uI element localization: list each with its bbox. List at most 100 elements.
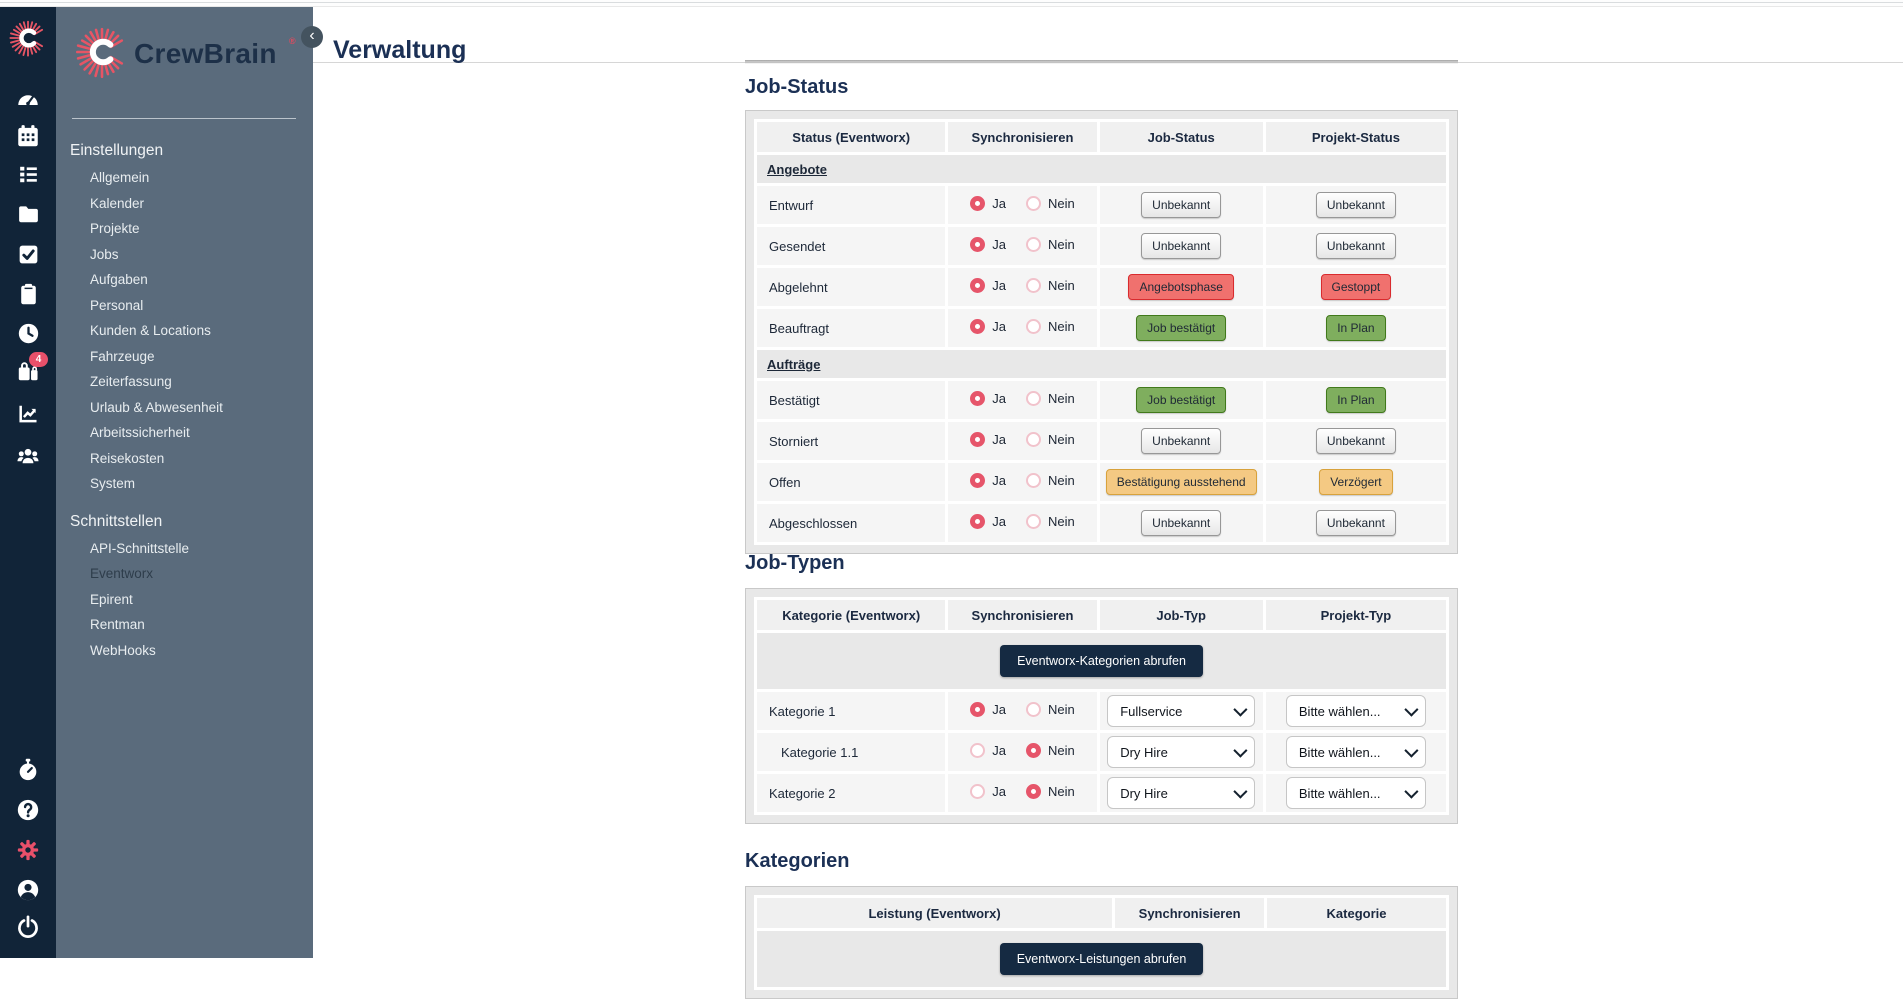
- chevron-down-icon: [1404, 743, 1419, 758]
- sync-radio-nein[interactable]: Nein: [1025, 237, 1075, 252]
- sync-radio-nein[interactable]: Nein: [1025, 196, 1075, 211]
- sync-radio-nein[interactable]: Nein: [1025, 473, 1075, 488]
- projekt-typ-select[interactable]: Bitte wählen...: [1285, 695, 1426, 727]
- sidebar-item-system[interactable]: System: [90, 476, 136, 491]
- sidebar-item-zeiterfassung[interactable]: Zeiterfassung: [90, 374, 172, 389]
- job-status-badge[interactable]: Unbekannt: [1141, 233, 1222, 259]
- sync-radio-ja[interactable]: Ja: [970, 278, 1006, 293]
- sidebar-item-arbeitssicherheit[interactable]: Arbeitssicherheit: [90, 425, 190, 440]
- sync-radio-ja[interactable]: Ja: [970, 702, 1006, 717]
- radio-dot: [970, 514, 986, 529]
- job-typ-select[interactable]: Dry Hire: [1107, 777, 1256, 809]
- status-label: Bestätigt: [757, 381, 946, 419]
- sync-radio-nein[interactable]: Nein: [1025, 432, 1075, 447]
- job-status-badge[interactable]: Job bestätigt: [1136, 387, 1227, 413]
- projekt-typ-select[interactable]: Bitte wählen...: [1285, 736, 1426, 768]
- dashboard-icon[interactable]: [0, 86, 56, 112]
- projekt-status-badge[interactable]: Unbekannt: [1315, 192, 1396, 218]
- job-status-badge[interactable]: Angebotsphase: [1128, 274, 1234, 300]
- fetch-eventworx-button[interactable]: Eventworx-Leistungen abrufen: [999, 943, 1204, 975]
- table-row: Aufträge: [757, 350, 1446, 378]
- sync-radio-ja[interactable]: Ja: [970, 473, 1006, 488]
- radio-label: Nein: [1047, 702, 1075, 717]
- projekt-status-cell: Unbekannt: [1265, 227, 1446, 265]
- sync-radio-ja[interactable]: Ja: [970, 319, 1006, 334]
- job-typ-cell: Dry Hire: [1099, 733, 1263, 771]
- stopwatch-timer-icon[interactable]: [0, 757, 56, 783]
- sidebar-item-projekte[interactable]: Projekte: [90, 221, 140, 236]
- sidebar-item-kalender[interactable]: Kalender: [90, 195, 145, 211]
- projekt-status-badge[interactable]: Gestoppt: [1320, 274, 1392, 300]
- logo-divider: [72, 118, 296, 119]
- sync-radio-nein[interactable]: Nein: [1025, 391, 1075, 406]
- sync-radio-ja[interactable]: Ja: [970, 237, 1006, 252]
- projekt-status-badge[interactable]: In Plan: [1326, 387, 1386, 413]
- projekt-status-badge[interactable]: In Plan: [1326, 315, 1386, 341]
- sidebar-item-personal[interactable]: Personal: [90, 297, 144, 313]
- sync-radio-ja[interactable]: Ja: [970, 196, 1006, 211]
- job-typ-select[interactable]: Fullservice: [1107, 695, 1256, 727]
- personnel-users-icon[interactable]: [0, 442, 56, 468]
- table-header-row: Leistung (Eventworx) Synchronisieren Kateg…: [757, 898, 1446, 928]
- sidebar-item-aufgaben[interactable]: Aufgaben: [90, 272, 148, 287]
- job-status-badge[interactable]: Job bestätigt: [1136, 315, 1227, 341]
- sidebar-item-api-schnittstelle[interactable]: API-Schnittstelle: [90, 540, 190, 556]
- sync-radio-nein[interactable]: Nein: [1025, 702, 1075, 717]
- projekt-status-badge[interactable]: Unbekannt: [1315, 428, 1396, 454]
- projekt-status-badge[interactable]: Unbekannt: [1315, 233, 1396, 259]
- planning-list-icon[interactable]: [0, 162, 56, 187]
- sync-radio-ja[interactable]: Ja: [970, 743, 1006, 758]
- help-icon[interactable]: [0, 797, 56, 823]
- sync-radio-nein[interactable]: Nein: [1025, 514, 1075, 529]
- projekt-typ-select[interactable]: Bitte wählen...: [1285, 777, 1426, 809]
- projekt-typ-cell: Bitte wählen...: [1265, 692, 1446, 730]
- sync-radio-ja[interactable]: Ja: [970, 784, 1006, 799]
- sidebar-item-jobs[interactable]: Jobs: [90, 246, 119, 262]
- radio-label: Nein: [1047, 237, 1075, 252]
- sync-radio-nein[interactable]: Nein: [1025, 743, 1075, 758]
- sync-radio-ja[interactable]: Ja: [970, 514, 1006, 529]
- sidebar-item-urlaub-abwesenheit[interactable]: Urlaub & Abwesenheit: [90, 399, 223, 415]
- sidebar-item-eventworx[interactable]: Eventworx: [90, 566, 154, 581]
- crewbrain-logo-icon[interactable]: [0, 18, 56, 58]
- radio-label: Nein: [1047, 391, 1075, 406]
- job-status-badge[interactable]: Unbekannt: [1141, 192, 1222, 218]
- sidebar-item-rentman[interactable]: Rentman: [90, 617, 145, 632]
- sidebar-item-kunden-locations[interactable]: Kunden & Locations: [90, 323, 211, 338]
- sync-radio-nein[interactable]: Nein: [1025, 319, 1075, 334]
- crewbrain-logo[interactable]: CrewBrain ®: [56, 14, 313, 119]
- time-tracking-clock-icon[interactable]: [0, 321, 56, 346]
- logout-power-icon[interactable]: [0, 914, 56, 940]
- sidebar-item-webhooks[interactable]: WebHooks: [90, 642, 156, 658]
- job-status-badge[interactable]: Bestätigung ausstehend: [1105, 469, 1257, 495]
- jobs-check-icon[interactable]: [0, 242, 56, 267]
- job-typ-select[interactable]: Dry Hire: [1107, 736, 1256, 768]
- tasks-clipboard-icon[interactable]: [0, 282, 56, 307]
- sidebar-item-allgemein[interactable]: Allgemein: [90, 170, 150, 185]
- calendar-icon[interactable]: [0, 123, 56, 149]
- sidebar-item-fahrzeuge[interactable]: Fahrzeuge: [90, 348, 155, 364]
- fetch-eventworx-button[interactable]: Eventworx-Kategorien abrufen: [1000, 645, 1203, 677]
- job-status-badge[interactable]: Unbekannt: [1141, 510, 1222, 536]
- workload-bags-icon[interactable]: 4: [0, 352, 56, 384]
- statistics-chart-icon[interactable]: [0, 401, 56, 426]
- table-row: Kategorie 1.1 Ja Nein Dry Hire Bitte wählen.…: [757, 733, 1446, 771]
- sync-radio-ja[interactable]: Ja: [970, 391, 1006, 406]
- sidebar-item-epirent[interactable]: Epirent: [90, 591, 133, 607]
- job-typen-table: Kategorie (Eventworx) Synchronisieren Job-…: [754, 597, 1449, 815]
- settings-gear-icon[interactable]: [0, 837, 56, 863]
- sidebar-collapse-button[interactable]: ‹: [301, 26, 323, 48]
- status-label: Abgeschlossen: [757, 504, 946, 542]
- sidebar-item-reisekosten[interactable]: Reisekosten: [90, 450, 165, 466]
- projekt-status-badge[interactable]: Unbekannt: [1315, 510, 1396, 536]
- projekt-status-badge[interactable]: Verzögert: [1319, 469, 1393, 495]
- table-row: Bestätigt Ja Nein Job bestätigt In Plan: [757, 381, 1446, 419]
- chevron-down-icon: [1233, 743, 1248, 758]
- group-header: Angebote: [767, 161, 827, 177]
- projects-folder-icon[interactable]: [0, 202, 56, 227]
- job-status-badge[interactable]: Unbekannt: [1141, 428, 1222, 454]
- sync-radio-nein[interactable]: Nein: [1025, 784, 1075, 799]
- account-user-icon[interactable]: [0, 877, 56, 903]
- sync-radio-ja[interactable]: Ja: [970, 432, 1006, 447]
- sync-radio-nein[interactable]: Nein: [1025, 278, 1075, 293]
